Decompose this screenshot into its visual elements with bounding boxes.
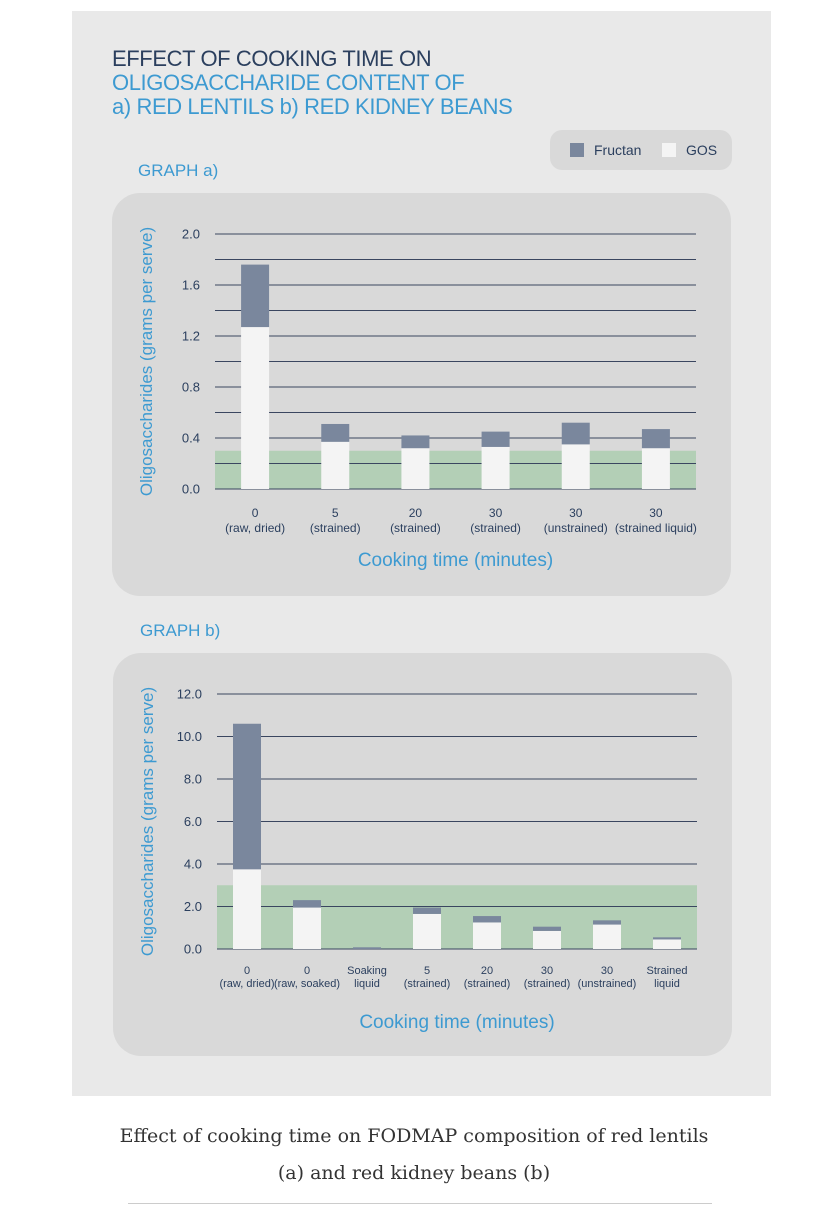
graph-a-bar-fructan bbox=[641, 429, 670, 449]
caption-line-1: Effect of cooking time on FODMAP composi… bbox=[119, 1125, 709, 1147]
legend: Fructan GOS bbox=[550, 130, 732, 170]
graph-a-bar-fructan bbox=[321, 423, 350, 442]
graph-b-category-sublabel: (unstrained) bbox=[578, 978, 637, 990]
title-line-2: OLIGOSACCHARIDE CONTENT OF bbox=[112, 70, 465, 95]
graph-a-category-label: 0 bbox=[252, 506, 259, 520]
graph-b-ytick-label: 8.0 bbox=[184, 772, 202, 787]
graph-a-category-label: 20 bbox=[409, 506, 423, 520]
graph-a-threshold-band bbox=[215, 450, 696, 489]
graph-b-category-sublabel: liquid bbox=[354, 978, 380, 990]
caption-line-2: (a) and red kidney beans (b) bbox=[277, 1162, 551, 1184]
graph-b-category-sublabel: liquid bbox=[654, 978, 680, 990]
title-line-1: EFFECT OF COOKING TIME ON bbox=[112, 46, 432, 71]
graph-a-category-label: 5 bbox=[332, 506, 339, 520]
graph-a-ytick-label: 0.4 bbox=[182, 431, 200, 446]
graph-b-bar-fructan bbox=[653, 937, 681, 940]
graph-a-bar-gos bbox=[561, 444, 590, 489]
graph-a-label: GRAPH a) bbox=[138, 161, 219, 180]
graph-a-x-axis-label: Cooking time (minutes) bbox=[358, 550, 553, 571]
graph-a-panel: 0.0 0.4 0.8 1.2 1.6 2.0 Oligosaccharides (gram… bbox=[112, 193, 731, 596]
graph-b-category-label: Strained bbox=[647, 965, 688, 977]
graph-a-category-sublabel: (strained liquid) bbox=[615, 521, 697, 535]
graph-b-ytick-label: 2.0 bbox=[184, 899, 202, 914]
graph-b-ytick-label: 12.0 bbox=[177, 687, 202, 702]
graph-a-category-sublabel: (strained) bbox=[390, 521, 441, 535]
graph-a-bar-fructan bbox=[561, 422, 590, 445]
graph-b-category-label: 5 bbox=[424, 965, 430, 977]
graph-b-bar-fructan bbox=[233, 723, 261, 870]
graph-b-ytick-label: 6.0 bbox=[184, 814, 202, 829]
graph-b-category-label: Soaking bbox=[347, 965, 387, 977]
graph-b-bar-fructan bbox=[353, 947, 381, 949]
graph-b-bar-gos bbox=[593, 924, 621, 949]
graph-b-category-label: 20 bbox=[481, 965, 493, 977]
graph-b-bar-fructan bbox=[293, 900, 321, 908]
graph-b-category-sublabel: (strained) bbox=[524, 978, 570, 990]
graph-a-bar-gos bbox=[641, 448, 670, 489]
graph-a-bar-gos bbox=[401, 448, 430, 489]
figure-caption: Effect of cooking time on FODMAP composi… bbox=[0, 1118, 828, 1192]
graph-a-chart: 0.0 0.4 0.8 1.2 1.6 2.0 Oligosaccharides (gram… bbox=[137, 227, 697, 572]
graph-a-bar-fructan bbox=[241, 264, 270, 328]
graph-a-category-label: 30 bbox=[569, 506, 583, 520]
graph-a-bar-gos bbox=[241, 327, 270, 489]
graph-b-category-label: 30 bbox=[541, 965, 553, 977]
graph-b-bar-fructan bbox=[473, 916, 501, 923]
graph-a-ytick-label: 1.6 bbox=[182, 278, 200, 293]
graph-b-category-sublabel: (raw, dried) bbox=[219, 978, 274, 990]
legend-swatch-gos bbox=[662, 143, 676, 157]
graph-a-category-label: 30 bbox=[489, 506, 503, 520]
legend-item-fructan: Fructan bbox=[570, 142, 641, 158]
graph-b-category-label: 0 bbox=[244, 965, 250, 977]
graph-b-category-sublabel: (raw, soaked) bbox=[274, 978, 340, 990]
graph-b-bar-fructan bbox=[533, 926, 561, 931]
graph-b-panel: 0.0 2.0 4.0 6.0 8.0 10.0 12.0 Oligosaccharides … bbox=[113, 653, 732, 1056]
graph-b-bar-gos bbox=[533, 930, 561, 949]
chart-title: EFFECT OF COOKING TIME ON OLIGOSACCHARID… bbox=[112, 46, 513, 119]
graph-b-bar-gos bbox=[413, 913, 441, 949]
graph-b-ytick-label: 10.0 bbox=[177, 729, 202, 744]
graph-b-bar-gos bbox=[233, 869, 261, 949]
graph-a-y-axis-label: Oligosaccharides (grams per serve) bbox=[137, 227, 156, 496]
graph-b-bar-fructan bbox=[593, 920, 621, 925]
graph-b-ytick-label: 4.0 bbox=[184, 857, 202, 872]
figure-card: EFFECT OF COOKING TIME ON OLIGOSACCHARID… bbox=[72, 11, 771, 1096]
graph-b-chart: 0.0 2.0 4.0 6.0 8.0 10.0 12.0 Oligosaccharides … bbox=[138, 687, 697, 1033]
legend-swatch-fructan bbox=[570, 143, 584, 157]
graph-a-ytick-label: 0.0 bbox=[182, 482, 200, 497]
graph-a-bar-gos bbox=[321, 441, 350, 489]
graph-a-category-sublabel: (strained) bbox=[310, 521, 361, 535]
graph-a-category-label: 30 bbox=[649, 506, 663, 520]
graph-a-bar-gos bbox=[481, 446, 510, 489]
graph-b-bar-fructan bbox=[413, 907, 441, 914]
graph-a-ytick-label: 2.0 bbox=[182, 227, 200, 242]
graph-a-category-sublabel: (raw, dried) bbox=[225, 521, 285, 535]
graph-b-bar-gos bbox=[473, 922, 501, 949]
graph-a-category-sublabel: (unstrained) bbox=[544, 521, 608, 535]
graph-b-bar-gos bbox=[293, 907, 321, 949]
graph-b-category-sublabel: (strained) bbox=[464, 978, 510, 990]
legend-item-gos: GOS bbox=[662, 142, 717, 158]
graph-b-label: GRAPH b) bbox=[140, 621, 221, 640]
legend-label-gos: GOS bbox=[686, 142, 718, 158]
graph-a-category-sublabel: (strained) bbox=[470, 521, 521, 535]
legend-label-fructan: Fructan bbox=[594, 142, 642, 158]
graph-b-category-label: 0 bbox=[304, 965, 310, 977]
graph-b-bar-gos bbox=[653, 939, 681, 949]
graph-b-category-sublabel: (strained) bbox=[404, 978, 450, 990]
graph-a-ytick-label: 1.2 bbox=[182, 329, 200, 344]
graph-b-ytick-label: 0.0 bbox=[184, 942, 202, 957]
graph-a-bar-fructan bbox=[481, 431, 510, 447]
graph-a-bar-fructan bbox=[401, 435, 430, 449]
graph-b-x-axis-label: Cooking time (minutes) bbox=[359, 1012, 554, 1033]
graph-b-category-label: 30 bbox=[601, 965, 613, 977]
caption-divider bbox=[128, 1203, 712, 1204]
graph-a-ytick-label: 0.8 bbox=[182, 380, 200, 395]
title-line-3: a) RED LENTILS b) RED KIDNEY BEANS bbox=[112, 94, 513, 119]
graph-b-y-axis-label: Oligosaccharides (grams per serve) bbox=[138, 687, 157, 956]
graph-b-threshold-band bbox=[217, 885, 697, 949]
